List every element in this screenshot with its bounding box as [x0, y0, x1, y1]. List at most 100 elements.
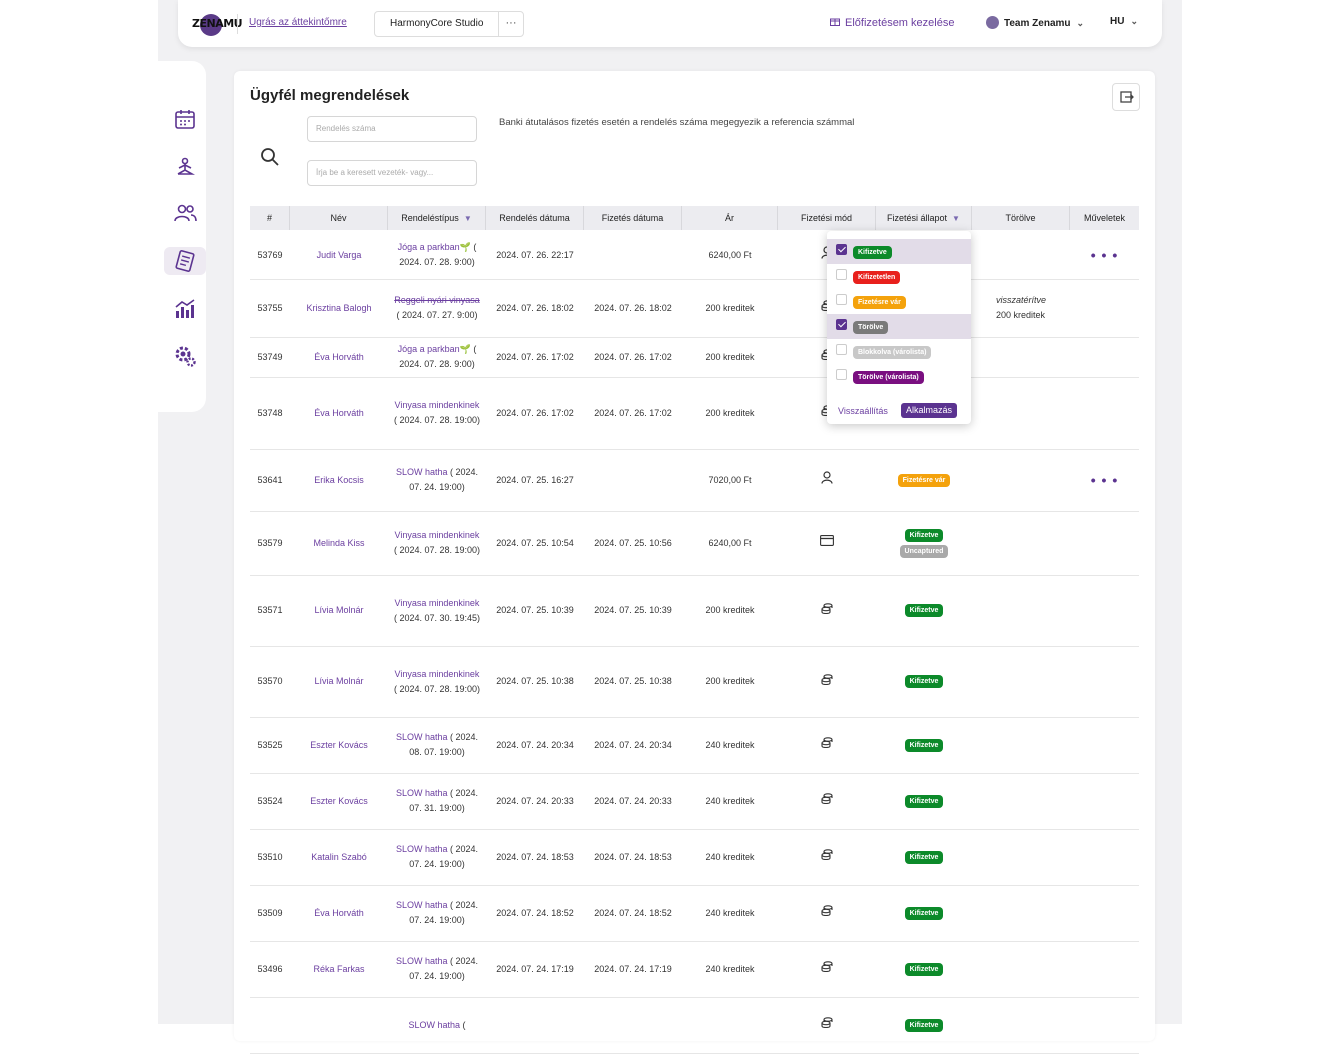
filter-checkbox[interactable]: [836, 294, 847, 305]
calendar-icon[interactable]: [172, 106, 198, 132]
order-type: SLOW hatha (: [404, 1018, 469, 1033]
filter-option[interactable]: Törölve (várolista): [827, 364, 971, 389]
manage-subscription-link[interactable]: Előfizetésem kezelése: [830, 16, 954, 29]
payment-method-cell: [778, 511, 876, 575]
zenamu-logo[interactable]: ZENAMU: [192, 13, 243, 36]
order-type-link[interactable]: Vinyasa mindenkinek: [394, 597, 480, 608]
refunded-cell: [972, 377, 1070, 449]
customer-name-link[interactable]: Éva Horváth: [314, 407, 364, 418]
filter-checkbox[interactable]: [836, 319, 847, 330]
order-type-link[interactable]: Reggeli nyári vinyasa: [394, 295, 480, 305]
actions-cell: [1070, 511, 1139, 575]
customer-name-link[interactable]: Éva Horváth: [314, 907, 364, 918]
column-header[interactable]: Rendeléstípus ▼: [388, 206, 486, 230]
price: 200 kreditek: [705, 407, 755, 418]
customer-name-cell: Éva Horváth: [290, 337, 388, 377]
credits-icon: [821, 793, 833, 809]
refund-label: visszatérítve: [995, 295, 1046, 305]
order-date-cell: 2024. 07. 25. 10:38: [486, 646, 584, 717]
filter-checkbox[interactable]: [836, 244, 847, 255]
order-type: SLOW hatha ( 2024. 08. 07. 19:00): [388, 730, 486, 760]
actions-cell: [1070, 377, 1139, 449]
customer-name-link[interactable]: Melinda Kiss: [313, 537, 365, 548]
order-type-link[interactable]: SLOW hatha: [395, 844, 448, 854]
studio-selector[interactable]: HarmonyCore Studio ···: [374, 11, 524, 37]
payment-date: 2024. 07. 24. 20:34: [594, 739, 672, 750]
statistics-icon[interactable]: [172, 296, 198, 322]
filter-footer: Visszaállítás Alkalmazás: [827, 403, 971, 419]
order-type-link[interactable]: SLOW hatha: [395, 467, 448, 477]
filter-option[interactable]: Blokkolva (várolista): [827, 339, 971, 364]
payment-method-cell: [778, 773, 876, 829]
customer-name-link[interactable]: Éva Horváth: [314, 351, 364, 362]
order-id: 53769: [257, 249, 283, 260]
studio-more-button[interactable]: ···: [498, 12, 523, 36]
column-header-label: Fizetési mód: [800, 213, 853, 223]
payment-method-cell: [778, 885, 876, 941]
customer-name-link[interactable]: Krisztina Balogh: [306, 302, 372, 313]
customer-name-link[interactable]: Eszter Kovács: [310, 739, 368, 750]
order-type-link[interactable]: SLOW hatha: [395, 788, 448, 798]
order-type-link[interactable]: Jóga a parkban🌱: [397, 242, 471, 252]
order-type-link[interactable]: SLOW hatha: [395, 956, 448, 966]
order-number-input[interactable]: [307, 116, 477, 142]
customer-name-link[interactable]: Réka Farkas: [313, 963, 365, 974]
reset-button[interactable]: Visszaállítás: [838, 406, 888, 416]
order-type-link[interactable]: Jóga a parkban🌱: [397, 344, 471, 354]
language-label: HU: [1110, 16, 1125, 27]
filter-checkbox[interactable]: [836, 369, 847, 380]
payment-status-cell: Kifizetve: [876, 717, 972, 773]
column-header: Fizetési mód: [778, 206, 876, 230]
order-id-cell: [250, 997, 290, 1053]
filter-option[interactable]: Törölve: [827, 314, 971, 339]
customer-name-link[interactable]: Lívia Molnár: [314, 605, 364, 615]
order-type-link[interactable]: Vinyasa mindenkinek: [394, 400, 480, 410]
team-menu[interactable]: Team Zenamu ⌄: [986, 16, 1084, 29]
filter-option[interactable]: Kifizetve: [827, 239, 971, 264]
order-type-link[interactable]: SLOW hatha: [395, 732, 448, 742]
order-id: 53525: [257, 739, 283, 750]
customer-name-link[interactable]: Erika Kocsis: [314, 474, 364, 485]
order-type-link[interactable]: SLOW hatha: [395, 900, 448, 910]
order-type-link[interactable]: SLOW hatha: [408, 1019, 460, 1030]
apply-button[interactable]: Alkalmazás: [901, 403, 958, 418]
filter-checkbox[interactable]: [836, 344, 847, 355]
customer-name-link[interactable]: Eszter Kovács: [310, 795, 368, 806]
filter-checkbox[interactable]: [836, 269, 847, 280]
jump-to-overview-link[interactable]: Ugrás az áttekintőmre: [249, 17, 347, 28]
filter-icon[interactable]: ▼: [463, 214, 472, 223]
gift-icon: [830, 16, 840, 29]
users-icon[interactable]: [172, 200, 198, 226]
order-type-link[interactable]: Vinyasa mindenkinek: [394, 530, 480, 540]
meditation-icon[interactable]: [172, 154, 198, 180]
customer-name-link[interactable]: Lívia Molnár: [314, 676, 364, 686]
order-date-cell: 2024. 07. 25. 10:39: [486, 575, 584, 646]
more-actions-button[interactable]: • • •: [1090, 246, 1119, 263]
refunded-cell: [972, 885, 1070, 941]
column-header: #: [250, 206, 290, 230]
language-selector[interactable]: HU ⌄: [1110, 16, 1138, 27]
more-actions-button[interactable]: • • •: [1090, 471, 1119, 488]
status-badge: Fizetésre vár: [897, 473, 951, 487]
customer-name-link[interactable]: Judit Varga: [316, 249, 362, 260]
order-type: Vinyasa mindenkinek ( 2024. 07. 28. 19:0…: [388, 398, 486, 428]
export-button[interactable]: [1112, 83, 1140, 111]
settings-gears-icon[interactable]: [172, 343, 198, 369]
filter-option[interactable]: Fizetésre vár: [827, 289, 971, 314]
payment-status-cell: Kifizetve: [876, 773, 972, 829]
customer-name-cell: [290, 997, 388, 1053]
order-type-link[interactable]: Vinyasa mindenkinek: [394, 668, 480, 679]
payment-date-cell: [584, 231, 682, 279]
column-header[interactable]: Fizetési állapot ▼: [876, 206, 972, 230]
refunded-cell: [972, 646, 1070, 717]
order-type-date: ( 2024. 07. 24. 19:00): [409, 900, 479, 925]
credits-icon: [821, 673, 833, 690]
order-date: 2024. 07. 24. 17:19: [496, 963, 574, 974]
filter-option[interactable]: Kifizetetlen: [827, 264, 971, 289]
payment-date: 2024. 07. 26. 17:02: [594, 351, 672, 362]
customer-name-search-input[interactable]: [307, 160, 477, 186]
orders-icon[interactable]: [164, 247, 206, 275]
filter-icon[interactable]: ▼: [952, 214, 960, 223]
customer-name-link[interactable]: Katalin Szabó: [311, 851, 367, 862]
customer-name-cell: Katalin Szabó: [290, 829, 388, 885]
